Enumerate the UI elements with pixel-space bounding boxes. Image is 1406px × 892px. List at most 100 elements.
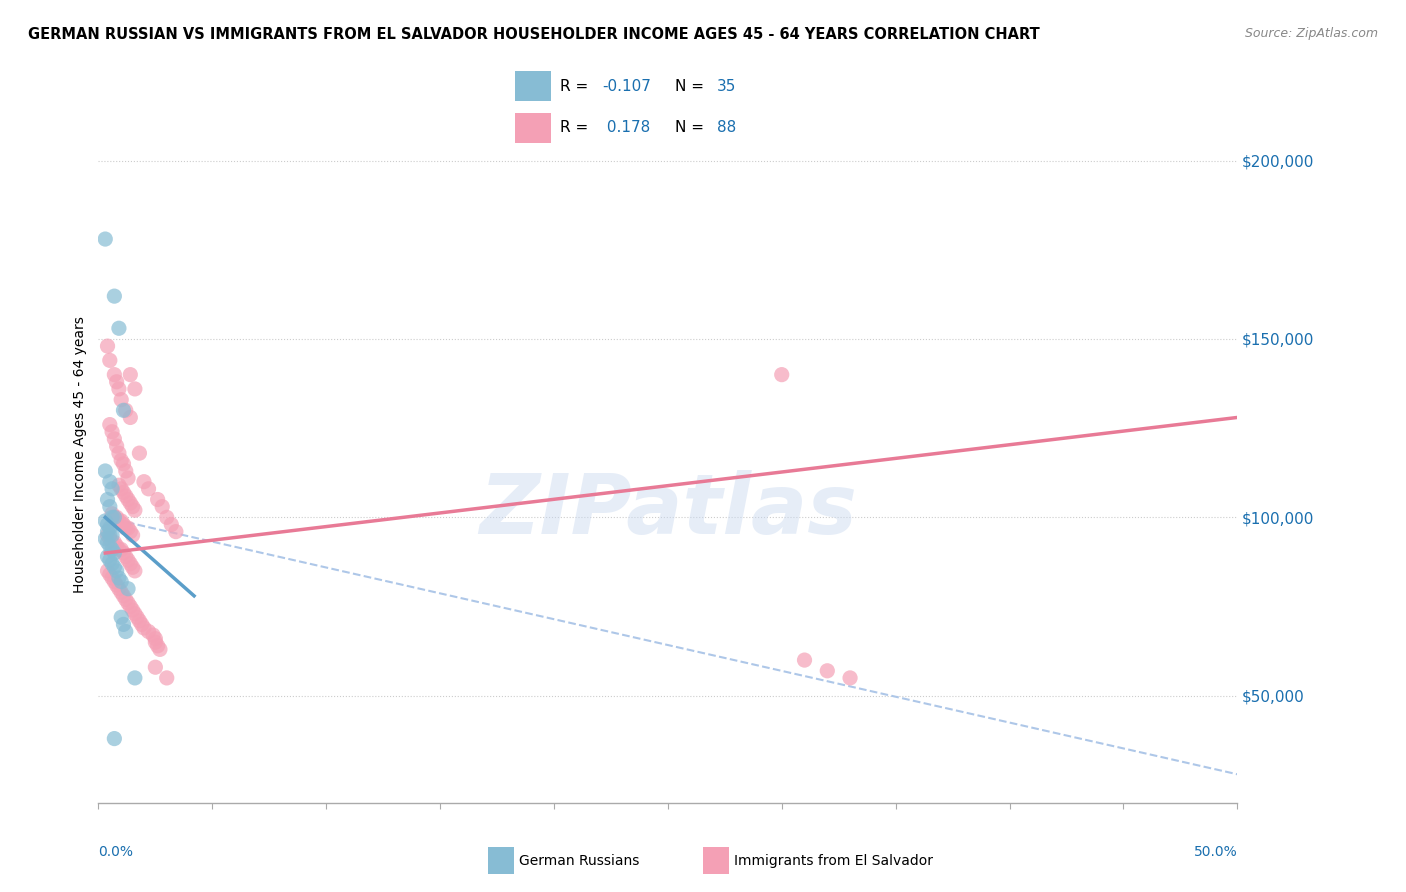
- Point: [108, 446, 131, 460]
- Point: [121, 528, 143, 542]
- Point: [793, 653, 815, 667]
- Bar: [703, 847, 730, 874]
- Text: -0.107: -0.107: [602, 79, 651, 94]
- Point: [142, 628, 165, 642]
- Point: [112, 589, 135, 603]
- Point: [98, 528, 121, 542]
- Text: N =: N =: [675, 120, 709, 135]
- Point: [94, 514, 117, 528]
- Point: [96, 524, 118, 539]
- Point: [112, 485, 135, 500]
- Point: [132, 621, 155, 635]
- Text: 50.0%: 50.0%: [1194, 845, 1237, 858]
- Point: [112, 403, 135, 417]
- Point: [127, 610, 149, 624]
- Point: [108, 582, 131, 596]
- Point: [108, 514, 131, 528]
- Point: [96, 549, 118, 564]
- Text: German Russians: German Russians: [519, 854, 640, 868]
- Point: [114, 464, 136, 478]
- Text: 35: 35: [717, 79, 737, 94]
- Point: [117, 596, 139, 610]
- Point: [103, 432, 125, 446]
- Point: [145, 660, 167, 674]
- Point: [96, 535, 118, 549]
- Text: R =: R =: [560, 79, 593, 94]
- Point: [121, 560, 143, 574]
- Point: [138, 624, 160, 639]
- Bar: [488, 847, 515, 874]
- Text: Source: ZipAtlas.com: Source: ZipAtlas.com: [1244, 27, 1378, 40]
- Point: [98, 475, 121, 489]
- Point: [121, 603, 143, 617]
- Point: [114, 489, 136, 503]
- Point: [94, 532, 117, 546]
- Text: N =: N =: [675, 79, 709, 94]
- Point: [105, 578, 128, 592]
- Point: [103, 535, 125, 549]
- Point: [112, 457, 135, 471]
- Point: [815, 664, 838, 678]
- Point: [103, 368, 125, 382]
- Y-axis label: Householder Income Ages 45 - 64 years: Householder Income Ages 45 - 64 years: [73, 317, 87, 593]
- Point: [120, 496, 142, 510]
- Point: [110, 574, 132, 589]
- Point: [128, 446, 150, 460]
- Point: [103, 289, 125, 303]
- Point: [98, 500, 121, 514]
- Point: [105, 564, 128, 578]
- Point: [96, 517, 118, 532]
- Point: [101, 425, 124, 439]
- Point: [150, 500, 173, 514]
- Point: [114, 624, 136, 639]
- Point: [105, 375, 128, 389]
- Point: [160, 517, 183, 532]
- Point: [156, 671, 179, 685]
- Point: [120, 557, 142, 571]
- Point: [839, 671, 862, 685]
- Point: [156, 510, 179, 524]
- Text: Immigrants from El Salvador: Immigrants from El Salvador: [734, 854, 934, 868]
- Point: [101, 507, 124, 521]
- Point: [112, 546, 135, 560]
- Point: [98, 539, 121, 553]
- Point: [98, 567, 121, 582]
- Point: [114, 403, 136, 417]
- Point: [101, 510, 124, 524]
- Point: [110, 585, 132, 599]
- Point: [120, 410, 142, 425]
- Point: [110, 482, 132, 496]
- Point: [770, 368, 793, 382]
- Point: [124, 564, 146, 578]
- Point: [103, 731, 125, 746]
- Point: [124, 382, 146, 396]
- Point: [98, 353, 121, 368]
- Point: [120, 368, 142, 382]
- Point: [105, 510, 128, 524]
- Point: [110, 514, 132, 528]
- Point: [149, 642, 172, 657]
- Point: [114, 592, 136, 607]
- Point: [105, 539, 128, 553]
- Point: [138, 482, 160, 496]
- Point: [110, 453, 132, 467]
- Text: 0.178: 0.178: [602, 120, 650, 135]
- Point: [103, 574, 125, 589]
- Point: [103, 546, 125, 560]
- Point: [146, 639, 169, 653]
- Point: [146, 492, 169, 507]
- Point: [98, 553, 121, 567]
- Point: [94, 464, 117, 478]
- Point: [101, 571, 124, 585]
- Point: [105, 439, 128, 453]
- Point: [103, 510, 125, 524]
- Point: [110, 610, 132, 624]
- Point: [112, 617, 135, 632]
- Point: [165, 524, 187, 539]
- Point: [114, 521, 136, 535]
- Point: [98, 532, 121, 546]
- Bar: [515, 113, 551, 143]
- Point: [96, 528, 118, 542]
- Point: [114, 549, 136, 564]
- Text: R =: R =: [560, 120, 593, 135]
